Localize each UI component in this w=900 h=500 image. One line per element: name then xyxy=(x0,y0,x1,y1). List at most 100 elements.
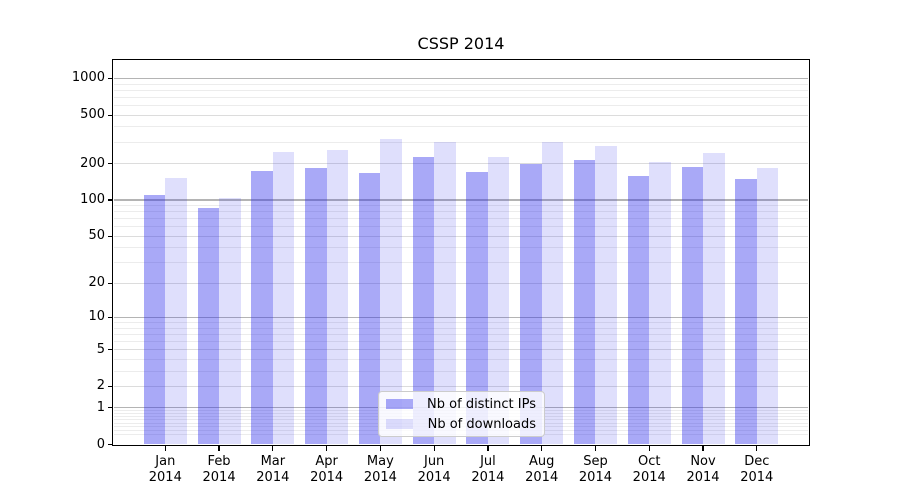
x-tickmark xyxy=(487,445,489,451)
bar-distinct-ips-apr xyxy=(305,168,327,445)
gridline-minor xyxy=(114,247,808,249)
x-tick-month: Apr xyxy=(315,454,338,469)
x-tick-year: 2014 xyxy=(363,469,397,485)
x-tick-month: May xyxy=(366,454,394,469)
bar-distinct-ips-sep xyxy=(573,160,596,445)
bar-downloads-oct xyxy=(649,161,671,445)
x-tick-year: 2014 xyxy=(202,469,236,485)
x-tick-year: 2014 xyxy=(310,469,344,485)
x-tick-year: 2014 xyxy=(471,469,505,485)
x-tick-month: Feb xyxy=(207,454,231,469)
y-tick-label: 10 xyxy=(88,309,105,325)
bar-downloads-nov xyxy=(703,152,725,445)
bar-downloads-feb xyxy=(219,197,241,445)
y-tickmark xyxy=(107,407,113,409)
x-tick-label: Jun 2014 xyxy=(402,454,466,485)
x-tick-label: Sep 2014 xyxy=(563,454,627,485)
gridline-minor xyxy=(114,204,808,206)
x-tick-label: Oct 2014 xyxy=(617,454,681,485)
x-tick-label: Jul 2014 xyxy=(456,454,520,485)
x-tickmark xyxy=(218,445,220,451)
bar-distinct-ips-nov xyxy=(681,166,703,445)
y-tickmark xyxy=(107,162,113,165)
gridline-major xyxy=(114,385,808,387)
x-tick-label: Apr 2014 xyxy=(295,454,359,485)
gridline-major xyxy=(114,163,808,164)
bar-downloads-jan xyxy=(165,178,187,445)
bar-distinct-ips-jul xyxy=(466,171,488,445)
legend-swatch-distinct-ips xyxy=(386,398,413,410)
gridline-minor xyxy=(114,226,808,228)
gridline-minor xyxy=(114,83,808,85)
gridline-minor xyxy=(114,358,808,360)
gridline-minor xyxy=(114,104,808,106)
y-tick-label: 1000 xyxy=(71,70,105,86)
x-tick-month: Jan xyxy=(155,454,176,469)
gridline-minor xyxy=(114,211,808,213)
x-tick-year: 2014 xyxy=(578,469,612,485)
x-tick-label: Mar 2014 xyxy=(241,454,305,485)
legend-item-downloads: Nb of downloads xyxy=(386,416,536,433)
bar-downloads-mar xyxy=(272,151,295,445)
x-tick-label: Jan 2014 xyxy=(133,454,197,485)
gridline-minor xyxy=(114,218,808,220)
gridline-major xyxy=(114,114,808,116)
y-tick-label: 1 xyxy=(96,399,105,415)
x-tick-label: Nov 2014 xyxy=(671,454,735,485)
x-tick-year: 2014 xyxy=(148,469,182,485)
x-tickmark xyxy=(326,445,328,451)
gridline-minor xyxy=(114,370,808,372)
y-tick-label: 100 xyxy=(80,191,105,207)
x-tick-year: 2014 xyxy=(525,469,559,485)
y-tickmark xyxy=(107,282,113,284)
gridline-minor xyxy=(114,327,808,329)
bar-downloads-dec xyxy=(756,167,779,445)
x-tick-month: Dec xyxy=(744,454,770,469)
legend-swatch-downloads xyxy=(386,418,413,430)
bar-distinct-ips-aug xyxy=(520,163,542,445)
y-tick-label: 50 xyxy=(88,228,105,244)
x-tick-month: Oct xyxy=(637,454,661,469)
gridline-minor xyxy=(114,141,808,143)
y-tickmark xyxy=(107,348,113,351)
x-tickmark xyxy=(272,445,274,451)
bar-distinct-ips-jan xyxy=(143,194,166,445)
x-tickmark xyxy=(379,445,381,451)
legend-item-distinct-ips: Nb of distinct IPs xyxy=(386,396,536,413)
y-tickmark xyxy=(107,199,113,201)
x-tickmark xyxy=(541,445,543,451)
y-tick-label: 200 xyxy=(80,155,105,171)
bar-downloads-jul xyxy=(487,156,510,445)
x-tickmark xyxy=(433,445,435,451)
x-tick-month: Aug xyxy=(528,454,555,469)
x-tickmark xyxy=(648,445,650,451)
y-tickmark xyxy=(107,114,113,116)
gridline-decade xyxy=(114,316,808,319)
gridline-decade xyxy=(114,199,808,201)
x-tickmark xyxy=(164,445,166,451)
gridline-minor xyxy=(114,126,808,128)
gridline-minor xyxy=(114,333,808,335)
x-tick-year: 2014 xyxy=(686,469,720,485)
y-tick-label: 0 xyxy=(96,436,105,452)
y-tickmark xyxy=(107,443,113,446)
x-tick-month: Jun xyxy=(423,454,445,469)
bar-downloads-apr xyxy=(326,150,349,445)
x-tick-label: Dec 2014 xyxy=(725,454,789,485)
bar-downloads-may xyxy=(380,138,402,445)
bar-distinct-ips-dec xyxy=(735,179,757,445)
gridline-minor xyxy=(114,340,808,342)
x-tick-year: 2014 xyxy=(417,469,451,485)
y-tickmark xyxy=(107,235,113,237)
y-tick-label: 2 xyxy=(96,378,105,394)
y-tickmark xyxy=(107,316,113,319)
gridline-major xyxy=(114,349,808,351)
x-tickmark xyxy=(702,445,704,451)
bar-downloads-sep xyxy=(595,145,617,445)
y-tick-label: 5 xyxy=(96,341,105,357)
y-tickmark xyxy=(107,385,113,387)
gridline-major xyxy=(114,282,808,284)
chart-title: CSSP 2014 xyxy=(417,34,505,53)
legend-label-distinct-ips: Nb of distinct IPs xyxy=(427,396,536,412)
